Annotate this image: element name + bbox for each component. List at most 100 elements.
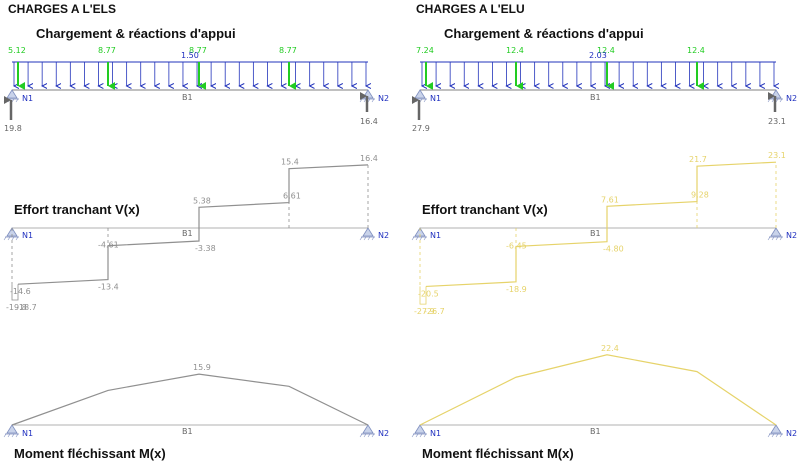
moment-diagram: N1 N2 B1 22.4 xyxy=(411,344,797,438)
point-load-label: 12.4 xyxy=(506,46,524,55)
shear-diagram: N1 N2 B1 23.1 21.7 9.28 7.61 -4.80 -6.45 -18.9 -20… xyxy=(411,151,797,316)
shear-support-n1-hatch xyxy=(411,236,415,241)
beam-label: B1 xyxy=(590,93,601,102)
moment-curve xyxy=(419,354,777,426)
support-n2-hatch xyxy=(359,98,363,103)
reaction-label-n1: 19.8 xyxy=(4,124,22,133)
moment-support-n1-hatch xyxy=(411,433,415,438)
shear-node-label-n1: N1 xyxy=(430,231,441,240)
section-title-loads: Chargement & réactions d'appui xyxy=(444,26,644,41)
node-label-n1: N1 xyxy=(430,94,441,103)
shear-value-label: 7.61 xyxy=(601,195,619,204)
shear-support-n1-hatch xyxy=(415,236,419,241)
moment-max-label: 22.4 xyxy=(601,344,619,353)
support-n2-hatch xyxy=(371,98,375,103)
shear-beam-label: B1 xyxy=(590,229,601,238)
load-position-label: 1.50 xyxy=(181,51,199,60)
moment-support-n2-hatch xyxy=(367,433,371,438)
reaction-label-n2: 16.4 xyxy=(360,117,378,126)
shear-support-n2-hatch xyxy=(767,236,771,241)
moment-support-n2-hatch xyxy=(359,433,363,438)
shear-support-n1-hatch xyxy=(423,236,427,241)
shear-support-n1 xyxy=(3,227,19,241)
node-label-n1: N1 xyxy=(22,94,33,103)
support-n1-hatch xyxy=(11,98,15,103)
shear-value-label: -26.7 xyxy=(424,307,445,316)
shear-value-label: 15.4 xyxy=(281,158,299,167)
shear-support-n1-hatch xyxy=(7,236,11,241)
shear-value-label: -19.8 xyxy=(6,303,27,312)
support-n1-hatch xyxy=(7,98,11,103)
shear-value-label: -14.6 xyxy=(10,287,31,296)
shear-support-n2-hatch xyxy=(367,236,371,241)
shear-node-label-n1: N1 xyxy=(22,231,33,240)
moment-node-label-n2: N2 xyxy=(378,429,389,438)
moment-support-n2 xyxy=(767,424,783,438)
moment-support-n1 xyxy=(3,424,19,438)
shear-curve xyxy=(17,164,369,285)
section-title-shear: Effort tranchant V(x) xyxy=(14,202,140,217)
shear-end-hook xyxy=(419,286,427,305)
shear-support-n2-hatch xyxy=(359,236,363,241)
shear-end-hook xyxy=(11,284,19,301)
shear-value-label: 5.38 xyxy=(193,196,211,205)
shear-node-label-n2: N2 xyxy=(378,231,389,240)
panel-elu: CHARGES A L'ELU Chargement & réactions d'… xyxy=(411,2,797,461)
reaction-label-n2: 23.1 xyxy=(768,117,786,126)
support-n1-triangle xyxy=(6,89,18,99)
moment-diagram: N1 N2 B1 15.9 xyxy=(3,363,389,438)
moment-beam-label: B1 xyxy=(590,427,601,436)
support-n1-hatch xyxy=(3,98,7,103)
moment-support-n2-hatch xyxy=(363,433,367,438)
moment-max-label: 15.9 xyxy=(193,363,211,372)
section-title-shear: Effort tranchant V(x) xyxy=(422,202,548,217)
shear-support-n1-hatch xyxy=(3,236,7,241)
moment-support-n2-hatch xyxy=(779,433,783,438)
shear-support-n2 xyxy=(767,227,783,241)
moment-curve xyxy=(11,373,369,426)
point-load-label: 5.12 xyxy=(8,46,26,55)
shear-value-label: -20.5 xyxy=(418,289,439,298)
shear-diagram: N1 N2 B1 16.4 15.4 6.61 5.38 -3.38 -4.61 -13.4 -14… xyxy=(3,154,389,312)
moment-support-n2-triangle xyxy=(770,424,782,434)
node-label-n2: N2 xyxy=(378,94,389,103)
shear-value-label: -4.80 xyxy=(603,245,624,254)
load-position-label: 2.03 xyxy=(589,51,607,60)
shear-support-n2-hatch xyxy=(771,236,775,241)
section-title-loads: Chargement & réactions d'appui xyxy=(36,26,236,41)
shear-value-label: -18.7 xyxy=(16,303,37,312)
shear-value-label: 6.61 xyxy=(283,192,301,201)
reaction-label-n1: 27.9 xyxy=(412,124,430,133)
shear-support-n2-hatch xyxy=(363,236,367,241)
shear-curve xyxy=(425,161,777,288)
point-load-label: 8.77 xyxy=(279,46,297,55)
moment-support-n2-hatch xyxy=(771,433,775,438)
moment-support-n1 xyxy=(411,424,427,438)
support-n2-hatch xyxy=(771,98,775,103)
shear-value-label: -13.4 xyxy=(98,283,119,292)
point-load-label: 12.4 xyxy=(597,46,615,55)
point-load-label: 7.24 xyxy=(416,46,434,55)
moment-support-n2-hatch xyxy=(767,433,771,438)
shear-beam-label: B1 xyxy=(182,229,193,238)
moment-support-n1-hatch xyxy=(3,433,7,438)
moment-support-n1-hatch xyxy=(423,433,427,438)
support-n2-hatch xyxy=(775,98,779,103)
shear-support-n1-hatch xyxy=(419,236,423,241)
shear-value-label: 21.7 xyxy=(689,155,707,164)
shear-support-n1 xyxy=(411,227,427,241)
point-load-label: 12.4 xyxy=(687,46,705,55)
shear-support-n2 xyxy=(359,227,375,241)
node-label-n2: N2 xyxy=(786,94,797,103)
moment-support-n1-hatch xyxy=(419,433,423,438)
panel-els: CHARGES A L'ELS Chargement & réactions d'… xyxy=(3,2,389,461)
moment-support-n1-triangle xyxy=(6,424,18,434)
shear-support-n2-hatch xyxy=(371,236,375,241)
shear-support-n1-hatch xyxy=(11,236,15,241)
moment-support-n2-triangle xyxy=(362,424,374,434)
moment-support-n1-hatch xyxy=(415,433,419,438)
support-n1-triangle xyxy=(414,89,426,99)
